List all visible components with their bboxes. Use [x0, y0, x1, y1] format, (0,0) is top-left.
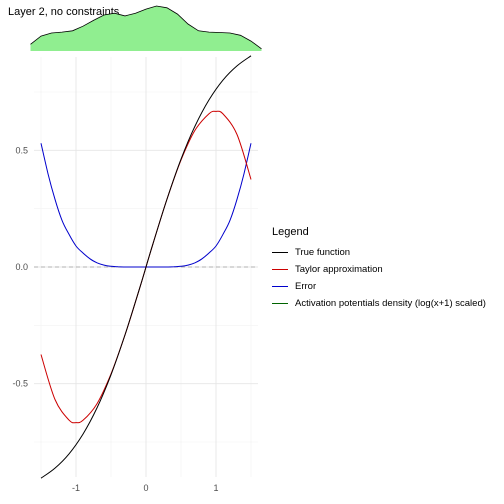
legend-item-taylor: Taylor approximation [272, 261, 486, 278]
legend-key-error [272, 286, 288, 287]
legend-title: Legend [272, 226, 309, 238]
x-tick-label: -1 [72, 483, 80, 493]
series-line-true-function [40, 55, 252, 479]
legend-item-error: Error [272, 278, 486, 295]
series-lines [40, 55, 252, 479]
legend-item-true-function: True function [272, 244, 486, 261]
legend-key-density [272, 303, 288, 304]
y-tick-label: -0.5 [12, 379, 28, 389]
legend-key-taylor [272, 269, 288, 270]
chart-title: Layer 2, no constraints [8, 6, 120, 18]
legend-key-true-function [272, 252, 288, 253]
density-area [30, 6, 262, 51]
legend-label-true-function: True function [295, 247, 351, 258]
y-tick-label: 0.5 [15, 145, 28, 155]
legend-label-taylor: Taylor approximation [295, 264, 383, 275]
legend-label-error: Error [295, 281, 317, 292]
density-strip [30, 5, 262, 51]
legend-label-density: Activation potentials density (log(x+1) … [295, 298, 486, 309]
y-tick-label: 0.0 [15, 262, 28, 272]
x-tick-label: 1 [213, 483, 218, 493]
x-tick-label: 0 [143, 483, 148, 493]
legend-item-density: Activation potentials density (log(x+1) … [272, 295, 486, 312]
density-outline [30, 5, 262, 50]
legend: Legend True function Taylor approximatio… [272, 226, 486, 312]
axis-labels: -0.5 0.0 0.5 -1 0 1 [12, 145, 218, 493]
